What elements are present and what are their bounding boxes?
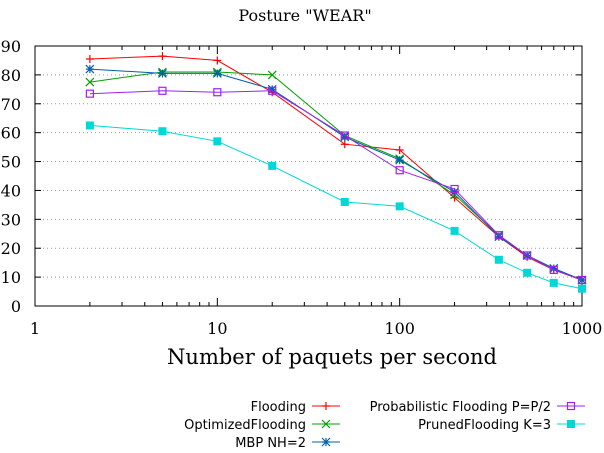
data-point: [578, 284, 586, 293]
data-point: [267, 84, 277, 94]
series-line: [89, 71, 583, 281]
data-point: [267, 70, 277, 80]
series-prunedflooding-k-3: [85, 121, 586, 293]
legend-item: Probabilistic Flooding P=P/2: [370, 400, 585, 415]
data-point: [494, 255, 503, 264]
data-point: [212, 69, 222, 78]
data-point: [395, 202, 404, 211]
data-point: [577, 275, 587, 285]
data-point: [213, 56, 222, 65]
y-tick-label: 80: [1, 66, 21, 85]
y-tick-label: 30: [1, 210, 21, 229]
series-layer: [85, 52, 587, 293]
y-tick-label: 50: [1, 153, 21, 172]
data-point: [549, 264, 559, 273]
plot-frame: [34, 45, 583, 307]
data-point: [340, 132, 350, 142]
y-tick-label: 70: [1, 95, 21, 114]
legend-label: Probabilistic Flooding P=P/2: [370, 400, 551, 415]
data-point: [494, 231, 503, 240]
x-tick-label: 1000: [562, 319, 603, 338]
y-tick-label: 20: [1, 239, 21, 258]
data-point: [450, 184, 459, 194]
data-point: [85, 64, 95, 74]
data-point: [85, 55, 94, 63]
data-point: [494, 232, 504, 242]
data-point: [549, 278, 558, 287]
series-probabilistic-flooding-p-p-2: [85, 86, 587, 285]
legend-label: MBP NH=2: [235, 436, 306, 451]
data-point: [340, 198, 349, 206]
legend: Flooding OptimizedFlooding MBP NH=2 Probabi…: [184, 400, 585, 451]
data-point: [340, 140, 349, 149]
x-tick-label: 1: [30, 319, 40, 338]
data-point: [268, 161, 277, 170]
data-point: [158, 69, 167, 78]
y-tick-label: 60: [1, 124, 21, 143]
data-point: [158, 127, 167, 136]
data-point: [450, 226, 459, 235]
legend-item: PrunedFlooding K=3: [418, 418, 585, 433]
data-point: [395, 155, 405, 165]
axes: 0 10 20 30 40 50 60 70 80 90 1 10 100 1000: [1, 37, 603, 338]
legend-item: Flooding: [251, 400, 340, 415]
legend-marker: [567, 420, 575, 428]
series-line: [89, 124, 583, 290]
legend-item: MBP NH=2: [235, 436, 340, 451]
legend-item: OptimizedFlooding: [184, 418, 340, 433]
legend-marker: [321, 419, 331, 429]
data-point: [523, 251, 532, 260]
data-point: [268, 86, 277, 95]
data-point: [213, 88, 222, 97]
series-optimizedflooding: [85, 67, 587, 285]
series-line: [89, 55, 583, 281]
legend-marker: [322, 402, 330, 410]
data-point: [340, 131, 349, 140]
y-tick-label: 10: [1, 268, 21, 287]
y-tick-label: 90: [1, 37, 21, 56]
data-point: [85, 121, 94, 130]
y-tick-label: 40: [1, 181, 21, 200]
data-point: [395, 166, 404, 175]
data-point: [85, 89, 94, 98]
data-point: [85, 77, 95, 87]
data-point: [158, 86, 167, 95]
x-tick-label: 10: [207, 319, 227, 338]
data-point: [523, 268, 532, 277]
data-point: [395, 146, 404, 154]
data-point: [549, 265, 558, 274]
x-tick-label: 100: [384, 319, 415, 338]
chart-title: Posture "WEAR": [238, 6, 371, 25]
series-line: [89, 90, 583, 281]
data-point: [213, 137, 222, 146]
legend-label: PrunedFlooding K=3: [418, 418, 551, 433]
x-axis-label: Number of paquets per second: [167, 345, 497, 369]
legend-label: OptimizedFlooding: [184, 418, 306, 433]
legend-label: Flooding: [251, 400, 306, 415]
legend-marker: [321, 437, 331, 447]
data-point: [450, 187, 459, 197]
series-mbp-nh-2: [85, 64, 587, 285]
y-tick-label: 0: [11, 297, 21, 316]
data-point: [158, 52, 167, 61]
legend-marker: [566, 401, 576, 411]
